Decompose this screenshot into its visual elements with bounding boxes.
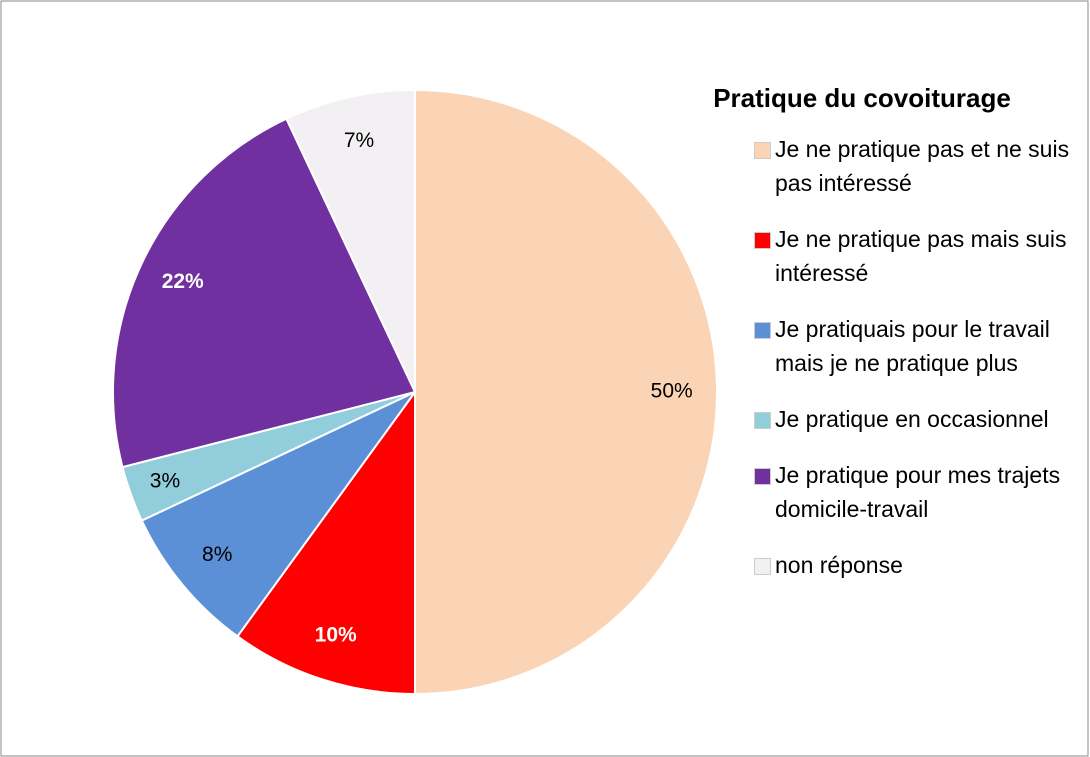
legend-label: Je ne pratique pas et ne suis pas intére… <box>775 136 1070 196</box>
legend-label: Je pratique en occasionnel <box>775 406 1049 432</box>
chart-title: Pratique du covoiturage <box>713 83 1011 113</box>
pie-slice <box>285 88 416 393</box>
legend: Je ne pratique pas et ne suis pas intére… <box>754 132 1084 604</box>
pie-slice <box>414 88 718 696</box>
data-label: 7% <box>344 129 374 152</box>
legend-item: non réponse <box>754 548 1084 582</box>
legend-swatch <box>754 558 771 575</box>
legend-item: Je pratiquais pour le travail mais je ne… <box>754 312 1084 380</box>
legend-item: Je pratique en occasionnel <box>754 402 1084 436</box>
pie-slice <box>112 117 417 469</box>
data-label: 22% <box>162 270 204 293</box>
legend-label: non réponse <box>775 552 903 578</box>
data-label: 10% <box>315 624 357 647</box>
legend-swatch <box>754 322 771 339</box>
data-label: 50% <box>651 380 693 403</box>
legend-label: Je pratique pour mes trajets domicile-tr… <box>775 462 1061 522</box>
legend-swatch <box>754 232 771 249</box>
legend-swatch <box>754 412 771 429</box>
legend-item: Je ne pratique pas mais suis intéressé <box>754 222 1084 290</box>
data-label: 3% <box>150 470 180 493</box>
pie-slice <box>236 388 416 696</box>
data-label: 8% <box>202 543 232 566</box>
legend-label: Je ne pratique pas mais suis intéressé <box>775 226 1067 286</box>
legend-item: Je pratique pour mes trajets domicile-tr… <box>754 458 1084 526</box>
legend-swatch <box>754 142 771 159</box>
legend-label: Je pratiquais pour le travail mais je ne… <box>775 316 1050 376</box>
pie-slice <box>140 391 416 638</box>
legend-swatch <box>754 468 771 485</box>
legend-item: Je ne pratique pas et ne suis pas intére… <box>754 132 1084 200</box>
